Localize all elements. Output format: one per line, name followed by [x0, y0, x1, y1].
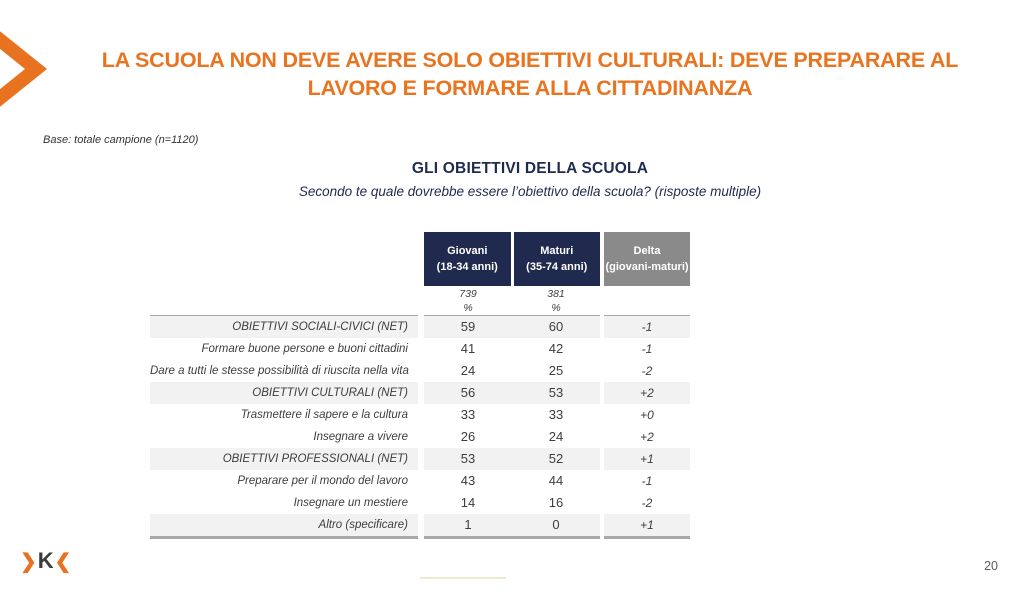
- column-header-delta: Delta (giovani-maturi): [604, 232, 690, 286]
- column-header-giovani: Giovani (18-34 anni): [424, 232, 511, 286]
- value-maturi: 52: [512, 448, 600, 470]
- results-table: Giovani (18-34 anni) Maturi (35-74 anni)…: [150, 232, 690, 539]
- value-delta: -2: [641, 496, 653, 510]
- column-label: Delta: [633, 244, 661, 257]
- value-delta: -1: [641, 342, 653, 356]
- brand-chevron-icon: [0, 31, 47, 107]
- row-label: Trasmettere il sapere e la cultura: [240, 409, 408, 421]
- row-label: Insegnare a vivere: [313, 431, 408, 443]
- value-delta: +1: [604, 514, 690, 536]
- table-row: Dare a tutti le stesse possibilità di ri…: [150, 360, 690, 382]
- value-giovani: 33: [460, 407, 476, 422]
- brand-left-chevron-icon: ❯: [20, 551, 38, 573]
- value-maturi: 44: [548, 473, 564, 488]
- column-label: Giovani: [447, 244, 488, 257]
- value-giovani: 14: [460, 495, 476, 510]
- column-sublabel: (35-74 anni): [526, 261, 588, 273]
- brand-letter-k: K: [37, 548, 55, 573]
- row-label: Formare buone persone e buoni cittadini: [201, 343, 409, 355]
- table-row: Trasmettere il sapere e la cultura 33 33…: [150, 404, 690, 426]
- value-giovani: 59: [424, 316, 512, 338]
- value-maturi: 16: [548, 495, 564, 510]
- value-maturi: 0: [512, 514, 600, 536]
- row-label: OBIETTIVI PROFESSIONALI (NET): [150, 448, 418, 470]
- table-row: Formare buone persone e buoni cittadini …: [150, 338, 690, 360]
- unit-percent: %: [551, 301, 561, 314]
- value-giovani: 26: [460, 429, 476, 444]
- slide-title: LA SCUOLA NON DEVE AVERE SOLO OBIETTIVI …: [101, 48, 959, 100]
- table-row: Preparare per il mondo del lavoro 43 44 …: [150, 470, 690, 492]
- value-delta: -1: [641, 474, 653, 488]
- base-size-maturi: 381 %: [512, 286, 600, 315]
- value-giovani: 24: [460, 363, 476, 378]
- table-row: OBIETTIVI CULTURALI (NET) 56 53 +2: [150, 382, 690, 404]
- row-label: OBIETTIVI SOCIALI-CIVICI (NET): [150, 316, 418, 338]
- brand-logo: ❯K❮: [20, 548, 72, 574]
- table-header-row: Giovani (18-34 anni) Maturi (35-74 anni)…: [150, 232, 690, 286]
- section-title: GLI OBIETTIVI DELLA SCUOLA: [411, 160, 649, 177]
- section-subtitle: Secondo te quale dovrebbe essere l’obiet…: [298, 184, 762, 199]
- footer-accent-line: [420, 577, 506, 579]
- row-label: Dare a tutti le stesse possibilità di ri…: [150, 365, 409, 377]
- page-number: 20: [984, 559, 998, 573]
- value-delta: -1: [604, 316, 690, 338]
- column-header-maturi: Maturi (35-74 anni): [513, 232, 600, 286]
- row-label: Altro (specificare): [150, 514, 418, 536]
- table-row: OBIETTIVI SOCIALI-CIVICI (NET) 59 60 -1: [150, 316, 690, 338]
- column-sublabel: (giovani-maturi): [605, 261, 689, 273]
- value-delta: +2: [640, 430, 654, 444]
- table-row: Insegnare a vivere 26 24 +2: [150, 426, 690, 448]
- value-maturi: 53: [512, 382, 600, 404]
- value-giovani: 56: [424, 382, 512, 404]
- table-bottom-rule: [150, 536, 690, 539]
- row-label: Insegnare un mestiere: [293, 497, 408, 509]
- table-row: Altro (specificare) 1 0 +1: [150, 514, 690, 536]
- row-label: OBIETTIVI CULTURALI (NET): [150, 382, 418, 404]
- column-label: Maturi: [540, 244, 574, 257]
- value-maturi: 42: [548, 341, 564, 356]
- value-giovani: 53: [424, 448, 512, 470]
- row-label: Preparare per il mondo del lavoro: [237, 475, 408, 487]
- brand-right-chevron-icon: ❮: [54, 551, 73, 573]
- value-maturi: 24: [548, 429, 564, 444]
- value-delta: +2: [604, 382, 690, 404]
- value-delta: -2: [641, 364, 653, 378]
- table-row: OBIETTIVI PROFESSIONALI (NET) 53 52 +1: [150, 448, 690, 470]
- base-n: 739: [459, 288, 477, 300]
- value-giovani: 1: [424, 514, 512, 536]
- value-giovani: 43: [460, 473, 476, 488]
- table-top-rule: [150, 315, 690, 316]
- section-heading: GLI OBIETTIVI DELLA SCUOLA Secondo te qu…: [150, 160, 910, 199]
- value-maturi: 25: [548, 363, 564, 378]
- unit-percent: %: [463, 301, 473, 314]
- base-size-giovani: 739 %: [424, 286, 512, 315]
- value-giovani: 41: [460, 341, 476, 356]
- base-size-row: 739 % 381 %: [150, 286, 690, 315]
- value-maturi: 60: [512, 316, 600, 338]
- base-n: 381: [547, 288, 565, 300]
- base-note: Base: totale campione (n=1120): [43, 134, 199, 146]
- value-maturi: 33: [548, 407, 564, 422]
- table-row: Insegnare un mestiere 14 16 -2: [150, 492, 690, 514]
- column-sublabel: (18-34 anni): [436, 261, 498, 273]
- value-delta: +0: [640, 408, 654, 422]
- value-delta: +1: [604, 448, 690, 470]
